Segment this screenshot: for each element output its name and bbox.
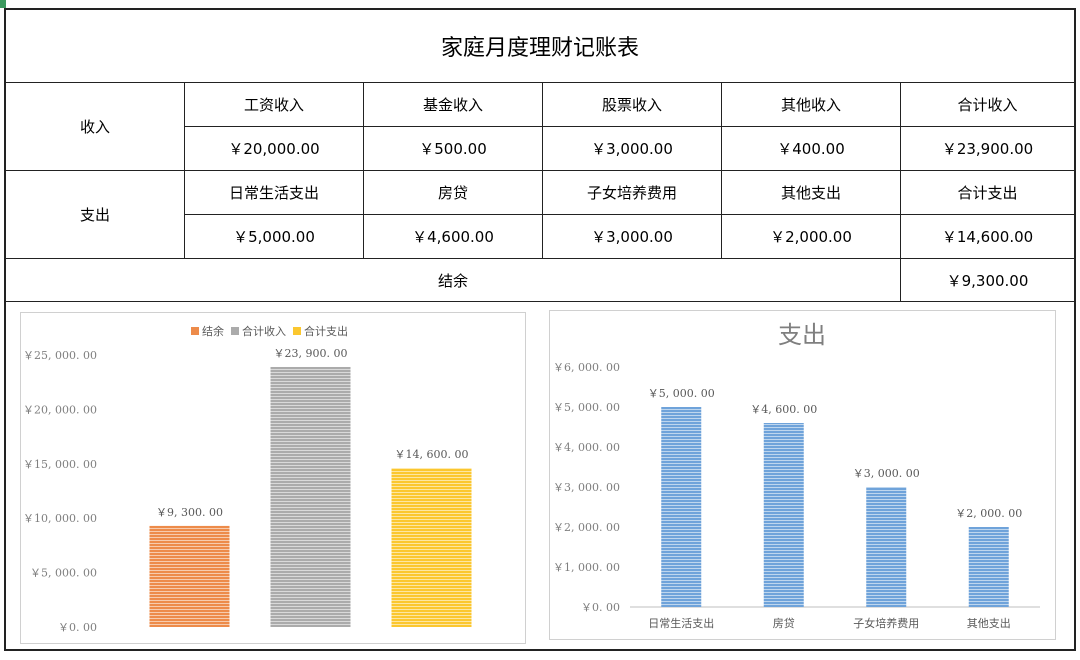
bar-value-label: ￥9, 300. 00 bbox=[156, 506, 223, 519]
legend-label: 合计支出 bbox=[304, 324, 348, 338]
bar[interactable] bbox=[270, 366, 351, 627]
summary-chart-panel[interactable]: ￥0. 00 ￥5, 000. 00 ￥10, 000. 00 ￥15, 000. 0… bbox=[20, 312, 526, 644]
expense-header: 其他支出 bbox=[780, 184, 841, 202]
expense-value: ￥5,000.00 bbox=[233, 228, 315, 246]
income-header: 基金收入 bbox=[422, 96, 483, 114]
y-tick-label: ￥10, 000. 00 bbox=[23, 512, 97, 525]
income-value: ￥500.00 bbox=[419, 140, 487, 158]
y-tick-label: ￥2, 000. 00 bbox=[553, 521, 620, 534]
income-value: ￥23,900.00 bbox=[941, 140, 1034, 158]
x-category-label: 子女培养费用 bbox=[853, 616, 919, 630]
expense-value: ￥14,600.00 bbox=[941, 228, 1034, 246]
income-value: ￥3,000.00 bbox=[591, 140, 673, 158]
y-tick-label: ￥6, 000. 00 bbox=[553, 361, 620, 374]
expense-value: ￥2,000.00 bbox=[770, 228, 852, 246]
bar[interactable] bbox=[149, 525, 230, 627]
income-header: 合计收入 bbox=[957, 96, 1018, 114]
expense-header: 日常生活支出 bbox=[228, 184, 319, 202]
expense-row-label: 支出 bbox=[79, 206, 110, 224]
chart-title: 支出 bbox=[778, 321, 826, 349]
y-tick-label: ￥15, 000. 00 bbox=[23, 458, 97, 471]
y-tick-label: ￥20, 000. 00 bbox=[23, 403, 97, 416]
balance-label: 结余 bbox=[437, 271, 468, 290]
legend-swatch bbox=[231, 327, 239, 335]
bar-value-label: ￥4, 600. 00 bbox=[750, 403, 817, 416]
bar-value-label: ￥14, 600. 00 bbox=[395, 448, 469, 461]
expense-header: 合计支出 bbox=[957, 184, 1018, 202]
summary-bar-chart: ￥0. 00 ￥5, 000. 00 ￥10, 000. 00 ￥15, 000. 0… bbox=[23, 324, 472, 634]
bar[interactable] bbox=[661, 407, 702, 607]
expense-value: ￥3,000.00 bbox=[591, 228, 673, 246]
y-tick-label: ￥4, 000. 00 bbox=[553, 441, 620, 454]
y-tick-label: ￥1, 000. 00 bbox=[553, 561, 620, 574]
x-category-label: 日常生活支出 bbox=[648, 616, 714, 630]
legend-label: 合计收入 bbox=[242, 324, 286, 338]
expense-chart-panel[interactable]: 支出 ￥0. 00 ￥1, 000. 00 ￥2, 000. 00 ￥3, 000. 0… bbox=[549, 310, 1056, 640]
ledger-sheet: 家庭月度理财记账表 收入 工资收入 基金收入 股票收入 其他收入 合计收入 ￥2… bbox=[4, 8, 1076, 651]
expense-bar-chart: 支出 ￥0. 00 ￥1, 000. 00 ￥2, 000. 00 ￥3, 000. 0… bbox=[553, 321, 1040, 630]
balance-value: ￥9,300.00 bbox=[946, 271, 1029, 290]
bar-value-label: ￥23, 900. 00 bbox=[274, 347, 348, 360]
y-tick-label: ￥3, 000. 00 bbox=[553, 481, 620, 494]
income-header: 工资收入 bbox=[243, 96, 304, 114]
income-value: ￥400.00 bbox=[777, 140, 845, 158]
bar[interactable] bbox=[763, 423, 804, 607]
y-tick-label: ￥25, 000. 00 bbox=[23, 349, 97, 362]
bar-value-label: ￥2, 000. 00 bbox=[955, 507, 1022, 520]
bar-value-label: ￥5, 000. 00 bbox=[648, 387, 715, 400]
legend-swatch bbox=[191, 327, 199, 335]
income-header: 股票收入 bbox=[601, 96, 662, 114]
expense-value: ￥4,600.00 bbox=[412, 228, 494, 246]
income-row-label: 收入 bbox=[79, 118, 110, 136]
bar[interactable] bbox=[391, 468, 472, 627]
expense-header: 房贷 bbox=[437, 184, 468, 202]
table-title: 家庭月度理财记账表 bbox=[440, 36, 639, 61]
cell-corner-marker bbox=[0, 0, 6, 8]
bar[interactable] bbox=[866, 487, 907, 607]
bar[interactable] bbox=[968, 527, 1009, 607]
income-header: 其他收入 bbox=[780, 96, 841, 114]
y-tick-label: ￥0. 00 bbox=[58, 621, 97, 634]
legend-label: 结余 bbox=[202, 324, 224, 338]
expense-header: 子女培养费用 bbox=[586, 184, 677, 202]
x-category-label: 其他支出 bbox=[967, 616, 1011, 630]
bar-value-label: ￥3, 000. 00 bbox=[853, 467, 920, 480]
x-category-label: 房贷 bbox=[773, 616, 795, 630]
legend-swatch bbox=[293, 327, 301, 335]
y-tick-label: ￥0. 00 bbox=[581, 601, 620, 614]
y-tick-label: ￥5, 000. 00 bbox=[553, 401, 620, 414]
y-tick-label: ￥5, 000. 00 bbox=[30, 567, 97, 580]
income-value: ￥20,000.00 bbox=[228, 140, 320, 158]
